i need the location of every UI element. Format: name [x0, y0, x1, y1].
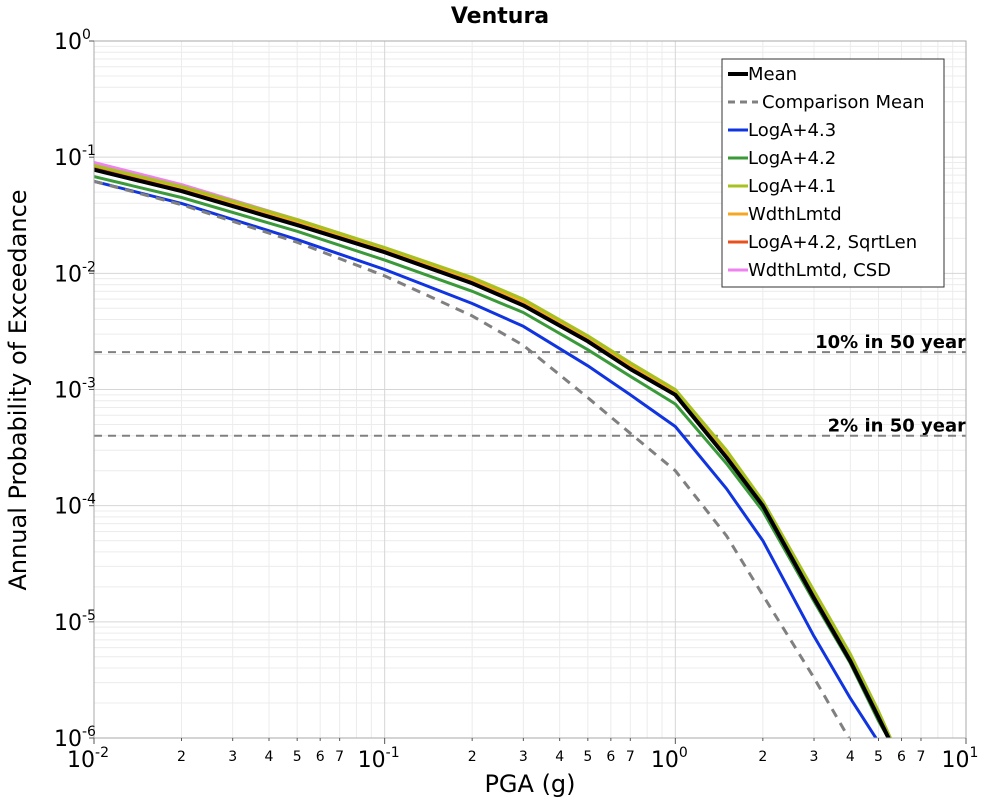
y-axis-label: Annual Probability of Exceedance [4, 189, 32, 590]
x-minor-tick-label: 3 [228, 749, 237, 765]
x-minor-tick-label: 7 [626, 749, 635, 765]
x-minor-tick-label: 3 [810, 749, 819, 765]
x-minor-tick-label: 6 [897, 749, 906, 765]
legend: Mean Comparison Mean LogA+4.3 LogA+4.2 LogA+… [721, 58, 945, 288]
x-minor-tick-label: 6 [316, 749, 325, 765]
legend-label: LogA+4.2, SqrtLen [748, 232, 917, 253]
x-axis-label: PGA (g) [484, 770, 575, 798]
reference-line-label: 2% in 50 year [828, 416, 966, 437]
x-minor-tick-label: 2 [468, 749, 477, 765]
legend-label: LogA+4.2 [748, 148, 836, 169]
y-tick-label: 10-5 [54, 608, 96, 636]
x-minor-tick-label: 4 [265, 749, 274, 765]
y-tick-label: 10-3 [54, 376, 96, 404]
x-minor-tick-label: 2 [758, 749, 767, 765]
y-tick-label: 10-6 [54, 724, 96, 752]
x-minor-tick-label: 2 [177, 749, 186, 765]
x-tick-label: 10-1 [358, 745, 400, 773]
x-minor-tick-label: 3 [519, 749, 528, 765]
series-line-mean [94, 167, 891, 738]
y-tick-label: 100 [54, 27, 91, 55]
legend-label: WdthLmtd [748, 204, 842, 225]
reference-line-label: 10% in 50 year [815, 332, 966, 353]
series-line-comparison-mean [94, 179, 851, 738]
y-tick-label: 10-4 [54, 492, 96, 520]
x-minor-tick-label: 4 [555, 749, 564, 765]
x-minor-tick-label: 4 [846, 749, 855, 765]
y-tick-label: 10-2 [54, 259, 96, 287]
legend-label: LogA+4.1 [748, 176, 836, 197]
series-layer [94, 161, 892, 738]
x-minor-tick-label: 7 [917, 749, 926, 765]
x-tick-label: 101 [942, 745, 979, 773]
legend-label: Mean [748, 64, 797, 85]
x-minor-tick-label: 7 [335, 749, 344, 765]
x-minor-tick-label: 5 [874, 749, 883, 765]
x-tick-label: 100 [651, 745, 688, 773]
legend-label: WdthLmtd, CSD [748, 260, 891, 281]
y-axis-ticks: 100 10-1 10-2 10-3 10-4 10-5 10-6 [54, 27, 96, 752]
x-minor-tick-label: 5 [293, 749, 302, 765]
y-tick-label: 10-1 [54, 143, 96, 171]
legend-box [721, 58, 945, 288]
legend-label: LogA+4.3 [748, 120, 836, 141]
x-tick-label: 10-2 [67, 745, 109, 773]
series-line-loga-4-3 [94, 179, 878, 738]
x-minor-tick-label: 5 [583, 749, 592, 765]
chart-title: Ventura [451, 4, 549, 29]
legend-label: Comparison Mean [762, 92, 925, 113]
x-minor-tick-label: 6 [606, 749, 615, 765]
series-line-loga-4-1 [94, 163, 892, 738]
